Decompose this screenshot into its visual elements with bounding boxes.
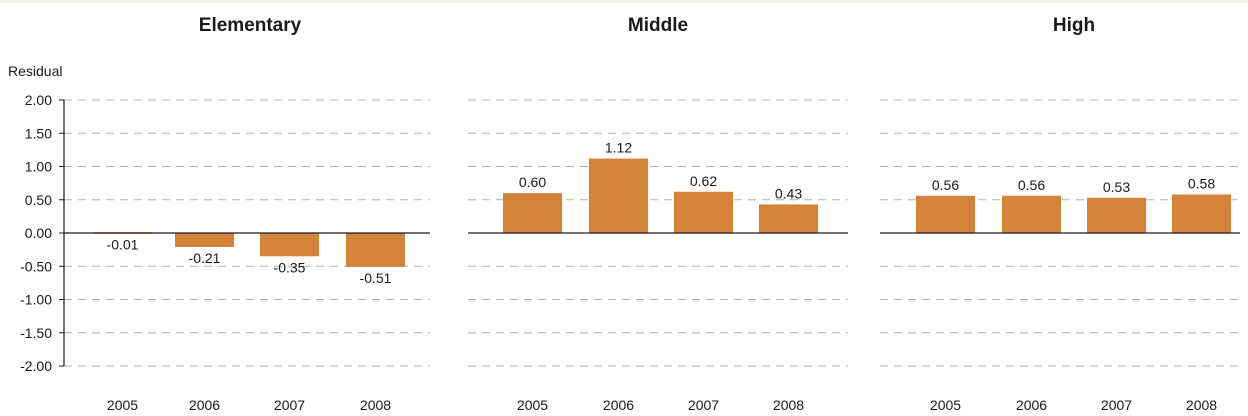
bar-2006	[589, 158, 648, 233]
x-tick-label: 2008	[773, 397, 804, 413]
data-label: 0.43	[775, 185, 802, 201]
y-tick-label: 1.00	[25, 159, 52, 175]
data-label: -0.35	[274, 259, 306, 275]
x-tick-label: 2007	[1101, 397, 1132, 413]
data-label: 1.12	[605, 140, 632, 156]
y-tick-label: 0.00	[25, 225, 52, 241]
bar-2008	[346, 233, 405, 267]
panel-title: Elementary	[199, 15, 302, 36]
x-tick-label: 2007	[688, 397, 719, 413]
bar-2007	[674, 191, 733, 233]
data-label: 0.60	[519, 174, 546, 190]
y-axis-title: Residual	[8, 63, 62, 79]
x-tick-label: 2006	[189, 397, 220, 413]
panel-title: High	[1053, 15, 1095, 36]
y-tick-label: -1.50	[20, 325, 52, 341]
x-tick-label: 2005	[107, 397, 138, 413]
y-tick-label: 2.00	[25, 92, 52, 108]
x-tick-label: 2005	[517, 397, 548, 413]
data-label: -0.21	[189, 250, 221, 266]
bar-2007	[260, 233, 319, 257]
y-tick-label: 0.50	[25, 192, 52, 208]
top-strip	[0, 0, 1248, 3]
x-tick-label: 2008	[360, 397, 391, 413]
data-label: 0.58	[1188, 175, 1215, 191]
data-label: 0.62	[690, 173, 717, 189]
panel-title: Middle	[628, 15, 688, 36]
data-label: -0.01	[107, 237, 139, 253]
x-tick-label: 2006	[1016, 397, 1047, 413]
data-label: 0.56	[932, 177, 959, 193]
x-tick-label: 2008	[1186, 397, 1217, 413]
x-tick-label: 2005	[930, 397, 961, 413]
y-tick-label: -2.00	[20, 358, 52, 374]
x-tick-label: 2006	[603, 397, 634, 413]
bar-2005	[503, 193, 562, 233]
bar-2008	[759, 204, 818, 233]
bar-2005	[916, 195, 975, 233]
bar-2008	[1172, 194, 1231, 233]
data-label: -0.51	[360, 270, 392, 286]
data-label: 0.53	[1103, 179, 1130, 195]
bar-2007	[1087, 197, 1146, 233]
y-tick-label: 1.50	[25, 125, 52, 141]
y-tick-label: -0.50	[20, 258, 52, 274]
bar-2006	[175, 233, 234, 247]
data-label: 0.56	[1018, 177, 1045, 193]
x-tick-label: 2007	[274, 397, 305, 413]
bar-2006	[1002, 195, 1061, 233]
y-tick-label: -1.00	[20, 292, 52, 308]
